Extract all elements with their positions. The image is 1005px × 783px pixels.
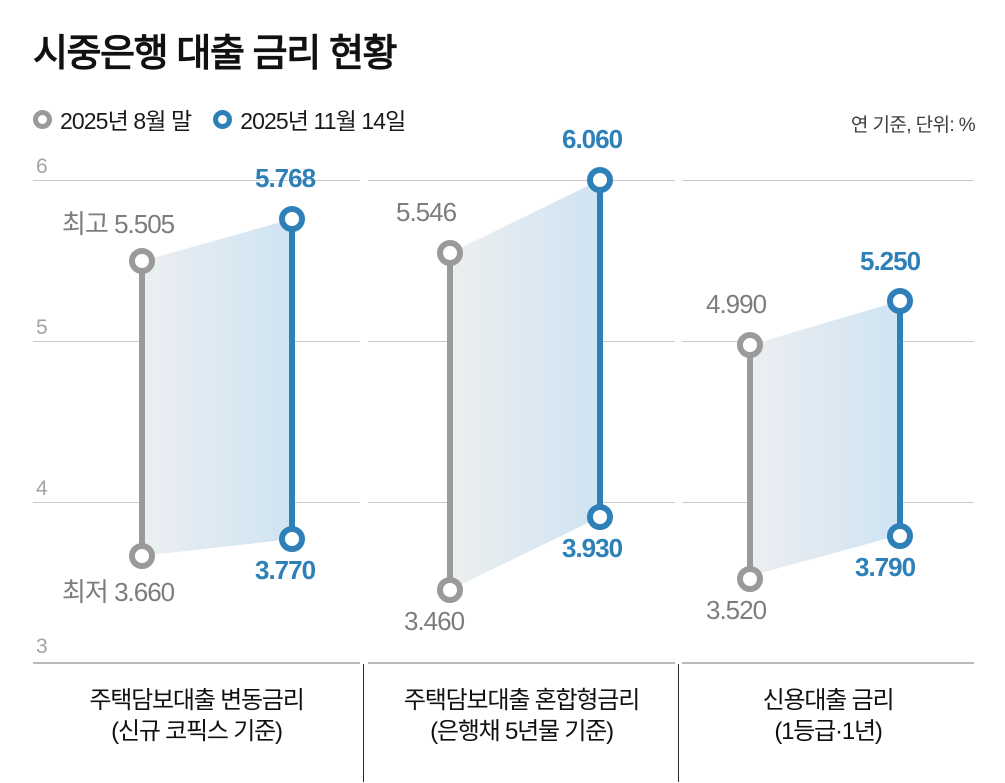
stem-gray-panel-2 [447, 253, 453, 591]
marker-gray-low-panel-1[interactable] [129, 543, 155, 569]
category-label-3-line2: (1등급·1년) [774, 717, 883, 745]
gridline-6-panel-3 [682, 180, 974, 181]
circle-ring-blue-icon [213, 109, 233, 129]
gridline-3-panel-1 [33, 662, 360, 664]
category-label-1: 주택담보대출 변동금리 (신규 코픽스 기준) [33, 686, 360, 747]
marker-blue-high-panel-3[interactable] [887, 288, 913, 314]
legend-label-nov: 2025년 11월 14일 [240, 108, 406, 134]
value-label-gray-low-panel-3: 3.520 [706, 595, 767, 625]
ytick-3: 3 [36, 635, 48, 658]
category-label-3: 신용대출 금리 (1등급·1년) [682, 686, 974, 747]
legend-label-aug: 2025년 8월 말 [60, 108, 192, 134]
value-label-blue-low-panel-1: 3.770 [255, 555, 316, 585]
page-title: 시중은행 대출 금리 현황 [33, 33, 397, 75]
ytick-6: 6 [36, 155, 48, 178]
panel-divider-1 [363, 664, 364, 782]
marker-gray-high-panel-1[interactable] [129, 248, 155, 274]
value-label-gray-high-panel-2: 5.546 [396, 197, 457, 227]
value-label-blue-low-panel-3: 3.790 [855, 552, 916, 582]
value-label-blue-high-panel-1: 5.768 [255, 163, 316, 193]
chart-legend: 2025년 8월 말 2025년 11월 14일 [33, 102, 406, 136]
marker-gray-high-panel-3[interactable] [737, 332, 763, 358]
gridline-6-panel-2 [368, 180, 675, 181]
category-label-1-line1: 주택담보대출 변동금리 [89, 687, 304, 714]
value-label-gray-low-panel-1: 최저 3.660 [62, 577, 175, 607]
legend-item-nov[interactable]: 2025년 11월 14일 [213, 102, 406, 136]
value-label-gray-high-panel-1: 최고 5.505 [62, 209, 175, 239]
value-label-blue-high-panel-3: 5.250 [860, 246, 921, 276]
category-label-1-line2: (신규 코픽스 기준) [111, 717, 283, 745]
marker-blue-low-panel-1[interactable] [279, 526, 305, 552]
ytick-5: 5 [36, 316, 48, 339]
marker-gray-low-panel-3[interactable] [737, 566, 763, 592]
ytick-4: 4 [36, 477, 48, 500]
stem-gray-panel-3 [747, 345, 753, 580]
range-band-panel-2 [450, 180, 600, 590]
value-label-blue-low-panel-2: 3.930 [562, 533, 623, 563]
range-band-panel-1 [142, 219, 292, 556]
gridline-6-panel-1 [33, 180, 360, 181]
category-label-2-line2: (은행채 5년물 기준) [430, 717, 614, 745]
marker-blue-low-panel-3[interactable] [887, 523, 913, 549]
stem-gray-panel-1 [139, 261, 145, 557]
panel-divider-2 [678, 664, 679, 782]
value-label-gray-low-panel-2: 3.460 [404, 606, 465, 636]
gridline-3-panel-2 [368, 662, 675, 664]
stem-blue-panel-2 [597, 180, 603, 518]
circle-ring-gray-icon [33, 109, 52, 129]
marker-blue-high-panel-2[interactable] [587, 167, 613, 193]
category-label-2: 주택담보대출 혼합형금리 (은행채 5년물 기준) [368, 686, 675, 747]
marker-blue-high-panel-1[interactable] [279, 206, 305, 232]
marker-blue-low-panel-2[interactable] [587, 504, 613, 530]
unit-note: 연 기준, 단위: % [850, 115, 976, 136]
stem-blue-panel-1 [289, 219, 295, 540]
category-label-2-line1: 주택담보대출 혼합형금리 [403, 687, 640, 714]
value-label-blue-high-panel-2: 6.060 [562, 124, 623, 154]
stem-blue-panel-3 [897, 301, 903, 537]
range-band-panel-3 [750, 301, 900, 576]
category-label-3-line1: 신용대출 금리 [762, 687, 895, 714]
marker-gray-low-panel-2[interactable] [437, 577, 463, 603]
value-label-gray-high-panel-3: 4.990 [706, 289, 767, 319]
gridline-3-panel-3 [682, 662, 974, 664]
marker-gray-high-panel-2[interactable] [437, 240, 463, 266]
legend-item-aug[interactable]: 2025년 8월 말 [33, 102, 192, 136]
